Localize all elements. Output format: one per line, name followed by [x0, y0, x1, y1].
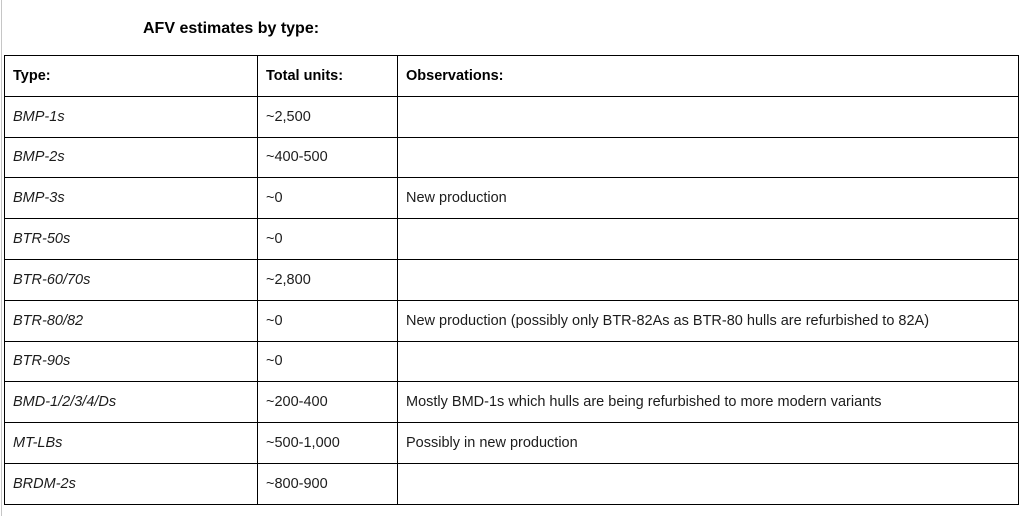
cell-type: BMP-2s [4, 136, 258, 179]
column-header-total-units: Total units: [257, 55, 398, 97]
table-row: BMP-1s ~2,500 [4, 95, 1019, 138]
page-title: AFV estimates by type: [143, 20, 320, 37]
cell-type: BMD-1/2/3/4/Ds [4, 381, 258, 424]
table-row: BRDM-2s ~800-900 [4, 462, 1019, 505]
cell-observations [397, 95, 1019, 138]
cell-type: BMP-1s [4, 95, 258, 138]
cell-observations [397, 258, 1019, 301]
table-row: BTR-80/82 ~0 New production (possibly only… [4, 299, 1019, 342]
cell-observations [397, 462, 1019, 505]
table-row: BTR-60/70s ~2,800 [4, 258, 1019, 301]
cell-total-units: ~800-900 [257, 462, 398, 505]
afv-estimates-table: Type: Total units: Observations: BMP-1s ~… [4, 55, 1019, 505]
cell-observations: New production [397, 177, 1019, 220]
table-body: BMP-1s ~2,500 BMP-2s ~400-500 BMP-3s ~0 New pr… [4, 95, 1019, 505]
table-row: BTR-50s ~0 [4, 218, 1019, 260]
cell-total-units: ~0 [257, 177, 398, 220]
column-header-observations: Observations: [397, 55, 1019, 97]
cell-total-units: ~0 [257, 218, 398, 260]
cell-total-units: ~500-1,000 [257, 422, 398, 464]
cell-type: BRDM-2s [4, 462, 258, 505]
table-header-row: Type: Total units: Observations: [4, 55, 1019, 97]
page-left-rule [1, 0, 2, 516]
cell-type: BTR-90s [4, 340, 258, 383]
cell-observations: Possibly in new production [397, 422, 1019, 464]
cell-observations: New production (possibly only BTR-82As a… [397, 299, 1019, 342]
cell-total-units: ~2,500 [257, 95, 398, 138]
column-header-type: Type: [4, 55, 258, 97]
cell-type: BTR-60/70s [4, 258, 258, 301]
cell-type: BTR-80/82 [4, 299, 258, 342]
table-row: BTR-90s ~0 [4, 340, 1019, 383]
cell-total-units: ~400-500 [257, 136, 398, 179]
cell-total-units: ~0 [257, 299, 398, 342]
table-row: BMP-3s ~0 New production [4, 177, 1019, 220]
cell-type: MT-LBs [4, 422, 258, 464]
cell-total-units: ~0 [257, 340, 398, 383]
cell-total-units: ~200-400 [257, 381, 398, 424]
cell-observations [397, 340, 1019, 383]
cell-type: BTR-50s [4, 218, 258, 260]
table-row: BMP-2s ~400-500 [4, 136, 1019, 179]
cell-total-units: ~2,800 [257, 258, 398, 301]
cell-observations: Mostly BMD-1s which hulls are being refu… [397, 381, 1019, 424]
cell-type: BMP-3s [4, 177, 258, 220]
cell-observations [397, 218, 1019, 260]
table-row: BMD-1/2/3/4/Ds ~200-400 Mostly BMD-1s whic… [4, 381, 1019, 424]
table-row: MT-LBs ~500-1,000 Possibly in new producti… [4, 422, 1019, 464]
cell-observations [397, 136, 1019, 179]
